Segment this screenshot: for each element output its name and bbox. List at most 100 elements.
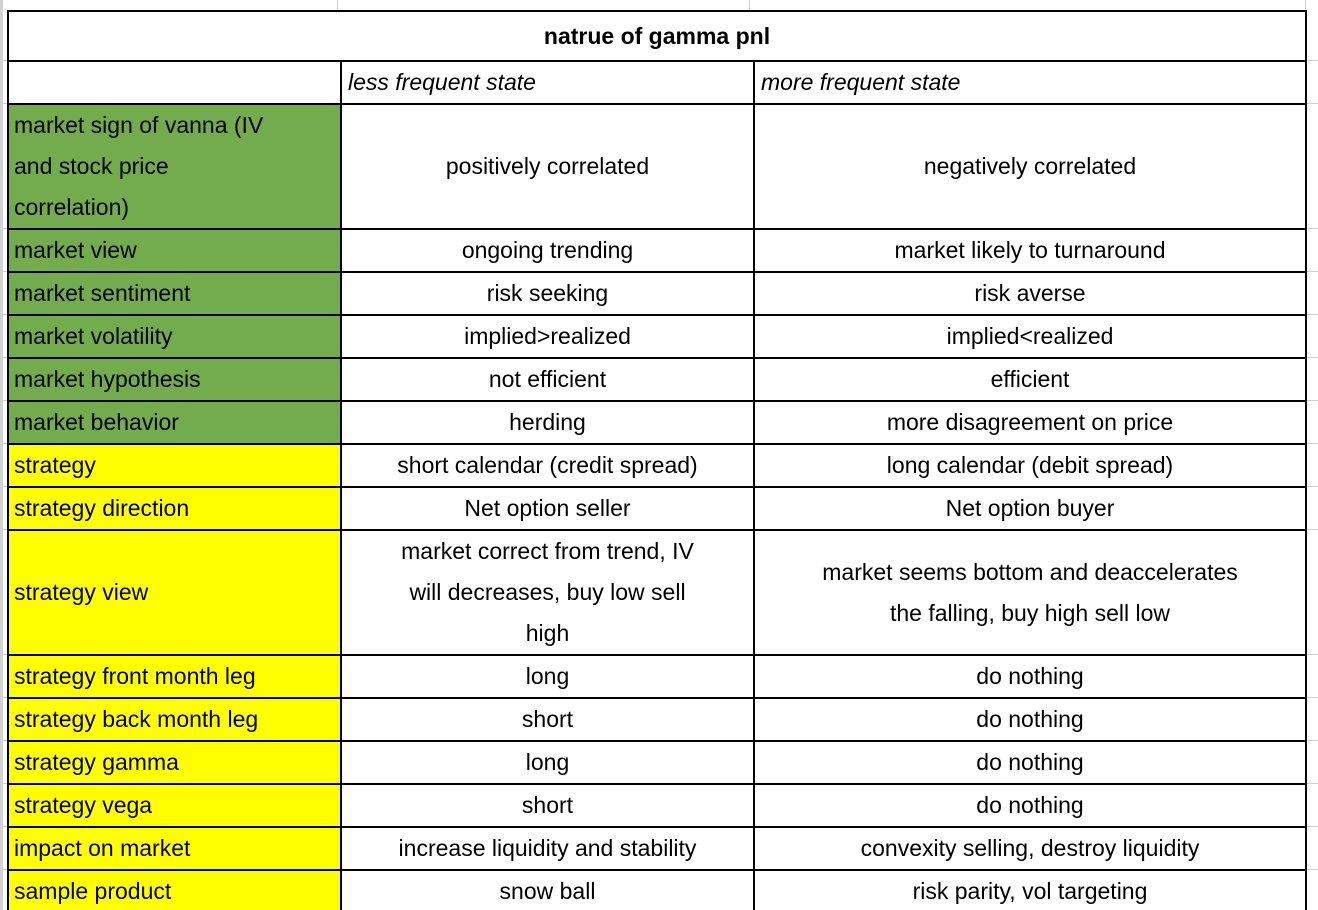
value-cell-less-frequent[interactable]: risk seeking (340, 271, 755, 316)
row-label-cell[interactable]: market volatility (7, 314, 342, 359)
row-label-cell[interactable]: strategy direction (7, 486, 342, 531)
row-label-cell[interactable]: market hypothesis (7, 357, 342, 402)
gridline-horizontal (1307, 443, 1318, 444)
value-cell-more-frequent[interactable]: do nothing (752, 783, 1308, 828)
gridline-horizontal (3, 654, 7, 655)
gridline-horizontal (3, 826, 7, 827)
value-cell-more-frequent[interactable]: long calendar (debit spread) (752, 443, 1308, 488)
gridline-horizontal (3, 271, 7, 272)
row-label-cell[interactable]: strategy view (7, 529, 342, 656)
table-row: market view ongoing trending market likely… (7, 228, 1308, 273)
gridline-horizontal (3, 697, 7, 698)
gridline-horizontal (1307, 271, 1318, 272)
gridline-horizontal (3, 228, 7, 229)
value-cell-less-frequent[interactable]: increase liquidity and stability (340, 826, 755, 871)
gridline-horizontal (1307, 486, 1318, 487)
table-row: impact on market increase liquidity and s… (7, 826, 1308, 871)
table-row: market hypothesis not efficient efficient (7, 357, 1308, 402)
value-cell-less-frequent[interactable]: short calendar (credit spread) (340, 443, 755, 488)
row-label-cell[interactable]: strategy front month leg (7, 654, 342, 699)
value-cell-less-frequent[interactable]: Net option seller (340, 486, 755, 531)
value-cell-less-frequent[interactable]: not efficient (340, 357, 755, 402)
gridline-horizontal (1307, 697, 1318, 698)
value-cell-more-frequent[interactable]: convexity selling, destroy liquidity (752, 826, 1308, 871)
gridline-horizontal (3, 443, 7, 444)
gridline-horizontal (1307, 103, 1318, 104)
row-label-cell[interactable]: market sign of vanna (IV and stock price… (7, 103, 342, 230)
gridline-horizontal (3, 740, 7, 741)
gridline-horizontal (1307, 60, 1318, 61)
value-cell-more-frequent[interactable]: negatively correlated (752, 103, 1308, 230)
title-row: natrue of gamma pnl (6, 10, 1308, 62)
value-cell-less-frequent[interactable]: long (340, 740, 755, 785)
table-row: strategy short calendar (credit spread) lo… (7, 443, 1308, 488)
row-label-cell[interactable]: strategy back month leg (7, 697, 342, 742)
gamma-pnl-table: natrue of gamma pnl less frequent state … (6, 10, 1308, 910)
table-row: strategy view market correct from trend, … (7, 529, 1308, 656)
value-cell-more-frequent[interactable]: market likely to turnaround (752, 228, 1308, 273)
column-header-more-frequent[interactable]: more frequent state (752, 60, 1308, 105)
value-cell-more-frequent[interactable]: do nothing (752, 654, 1308, 699)
value-cell-more-frequent[interactable]: do nothing (752, 697, 1308, 742)
gridline-horizontal (1307, 400, 1318, 401)
value-cell-more-frequent[interactable]: risk averse (752, 271, 1308, 316)
gridline-horizontal (1307, 783, 1318, 784)
row-label-cell[interactable]: strategy vega (7, 783, 342, 828)
table-row: market sign of vanna (IV and stock price… (7, 103, 1308, 230)
value-cell-less-frequent[interactable]: snow ball (340, 869, 755, 910)
value-cell-more-frequent[interactable]: efficient (752, 357, 1308, 402)
row-label-cell[interactable]: impact on market (7, 826, 342, 871)
table-row: strategy vega short do nothing (7, 783, 1308, 828)
row-header-gutter (0, 0, 3, 910)
gridline-horizontal (3, 314, 7, 315)
column-header-row: less frequent state more frequent state (7, 60, 1308, 105)
value-cell-less-frequent[interactable]: positively correlated (340, 103, 755, 230)
gridline-horizontal (1307, 357, 1318, 358)
column-header-less-frequent[interactable]: less frequent state (340, 60, 755, 105)
gridline-vertical (337, 0, 338, 10)
gridline-horizontal (1307, 740, 1318, 741)
gridline-horizontal (1307, 869, 1318, 870)
row-label-cell[interactable]: strategy gamma (7, 740, 342, 785)
table-row: strategy back month leg short do nothing (7, 697, 1308, 742)
gridline-vertical (1305, 0, 1306, 10)
value-cell-more-frequent[interactable]: risk parity, vol targeting (752, 869, 1308, 910)
gridline-horizontal (1307, 529, 1318, 530)
value-cell-less-frequent[interactable]: herding (340, 400, 755, 445)
row-label-cell[interactable]: strategy (7, 443, 342, 488)
value-cell-more-frequent[interactable]: do nothing (752, 740, 1308, 785)
table-row: strategy front month leg long do nothing (7, 654, 1308, 699)
value-cell-more-frequent[interactable]: more disagreement on price (752, 400, 1308, 445)
gridline-vertical (749, 0, 750, 10)
gridline-horizontal (3, 357, 7, 358)
value-cell-less-frequent[interactable]: implied>realized (340, 314, 755, 359)
value-cell-less-frequent[interactable]: long (340, 654, 755, 699)
gridline-horizontal (3, 103, 7, 104)
value-cell-more-frequent[interactable]: market seems bottom and deaccelerates th… (752, 529, 1308, 656)
table-title-cell[interactable]: natrue of gamma pnl (6, 10, 1308, 62)
table-row: market sentiment risk seeking risk averse (7, 271, 1308, 316)
gridline-horizontal (3, 529, 7, 530)
corner-header-cell[interactable] (7, 60, 342, 105)
row-label-cell[interactable]: sample product (7, 869, 342, 910)
value-cell-less-frequent[interactable]: ongoing trending (340, 228, 755, 273)
value-cell-less-frequent[interactable]: market correct from trend, IV will decre… (340, 529, 755, 656)
row-label-cell[interactable]: market behavior (7, 400, 342, 445)
gridline-horizontal (1307, 654, 1318, 655)
value-cell-more-frequent[interactable]: Net option buyer (752, 486, 1308, 531)
gridline-horizontal (3, 869, 7, 870)
table-row: market behavior herding more disagreement … (7, 400, 1308, 445)
table-row: strategy gamma long do nothing (7, 740, 1308, 785)
value-cell-more-frequent[interactable]: implied<realized (752, 314, 1308, 359)
row-label-cell[interactable]: market sentiment (7, 271, 342, 316)
table-row: sample product snow ball risk parity, vol … (7, 869, 1308, 910)
gridline-horizontal (1307, 228, 1318, 229)
row-label-cell[interactable]: market view (7, 228, 342, 273)
gridline-horizontal (3, 783, 7, 784)
table-row: strategy direction Net option seller Net o… (7, 486, 1308, 531)
gridline-horizontal (1307, 314, 1318, 315)
value-cell-less-frequent[interactable]: short (340, 783, 755, 828)
gridline-horizontal (1307, 826, 1318, 827)
value-cell-less-frequent[interactable]: short (340, 697, 755, 742)
